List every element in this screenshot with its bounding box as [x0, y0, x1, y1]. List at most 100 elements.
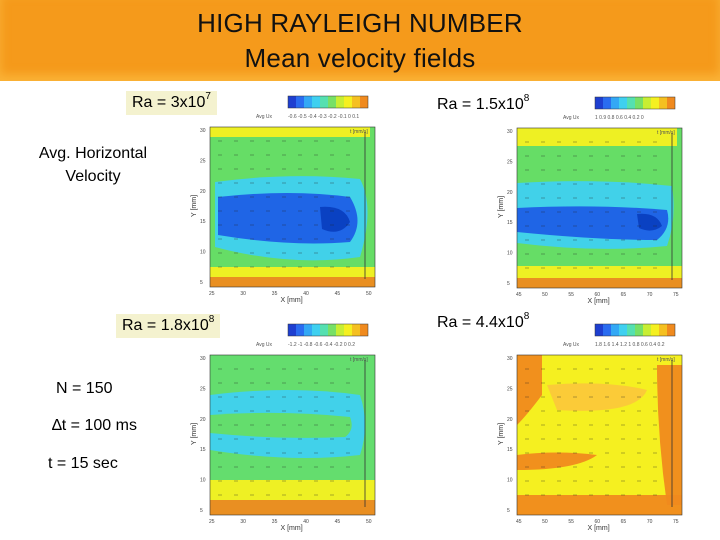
- velocity-field-panel-3: Avg Ux -1.2 -1 -0.8 -0.6 -0.4 -0.2 0 0.2 t…: [188, 323, 413, 533]
- y-tick-label: 5: [200, 508, 203, 514]
- colorbar-swatch: [611, 97, 619, 109]
- colorbar-swatch: [320, 324, 328, 336]
- colorbar-label: Avg Ux: [256, 342, 273, 348]
- y-tick-label: 20: [200, 417, 206, 423]
- sample-count: N = 150: [56, 380, 113, 397]
- colorbar-swatch: [328, 324, 336, 336]
- y-tick-label: 25: [200, 158, 206, 164]
- field-frame: [209, 126, 376, 288]
- x-tick-label: 75: [673, 292, 679, 298]
- ra-label-panel-4: Ra = 4.4x108: [437, 310, 530, 331]
- y-tick-label: 25: [200, 386, 206, 392]
- colorbar-swatch: [344, 96, 352, 108]
- arrow-scale-label: t [mm/s]: [350, 129, 368, 135]
- colorbar-frame: [287, 323, 369, 337]
- colorbar-swatch: [619, 97, 627, 109]
- colorbar-swatch: [611, 324, 619, 336]
- x-tick-label: 40: [303, 519, 309, 525]
- colorbar-label: Avg Ux: [563, 115, 580, 121]
- y-tick-label: 10: [507, 478, 513, 484]
- colorbar-swatch: [352, 324, 360, 336]
- colorbar-swatch: [667, 97, 675, 109]
- ra-label-panel-3: Ra = 1.8x108: [116, 314, 221, 338]
- colorbar-swatch: [627, 324, 635, 336]
- colorbar-swatch: [651, 324, 659, 336]
- colorbar-swatch: [352, 96, 360, 108]
- field-contour: [657, 365, 682, 505]
- x-tick-label: 45: [335, 291, 341, 297]
- colorbar-swatch: [595, 324, 603, 336]
- total-time: t = 15 sec: [48, 455, 118, 472]
- x-tick-label: 75: [673, 519, 679, 525]
- y-tick-label: 30: [507, 356, 513, 362]
- y-tick-label: 10: [200, 478, 206, 484]
- y-axis-label: Y [mm]: [191, 423, 198, 445]
- field-contour: [517, 266, 682, 278]
- colorbar-swatch: [635, 324, 643, 336]
- field-contour: [320, 206, 350, 232]
- x-tick-label: 45: [516, 292, 522, 298]
- x-tick-label: 30: [240, 519, 246, 525]
- colorbar-swatch: [635, 97, 643, 109]
- field-background: [517, 355, 682, 515]
- colorbar-swatch: [304, 324, 312, 336]
- y-axis-label: Y [mm]: [498, 423, 505, 445]
- ra-label-panel-2: Ra = 1.5x108: [437, 92, 530, 113]
- colorbar-swatch: [360, 324, 368, 336]
- y-tick-label: 25: [507, 159, 513, 165]
- y-tick-label: 25: [507, 386, 513, 392]
- velocity-field: [209, 354, 376, 516]
- arrow-scale-label: t [mm/s]: [657, 357, 675, 363]
- y-tick-label: 15: [200, 219, 206, 225]
- arrow-scale-label: t [mm/s]: [350, 357, 368, 363]
- colorbar-swatch: [312, 96, 320, 108]
- field-contour: [210, 412, 352, 438]
- colorbar-swatch: [288, 324, 296, 336]
- colorbar-swatch: [667, 324, 675, 336]
- slide-title: HIGH RAYLEIGH NUMBER: [197, 8, 523, 38]
- colorbar-label: Avg Ux: [256, 114, 273, 120]
- y-tick-label: 30: [507, 129, 513, 135]
- y-tick-label: 10: [200, 250, 206, 256]
- field-contour: [210, 267, 375, 277]
- x-tick-label: 60: [595, 292, 601, 298]
- field-contour: [210, 480, 375, 500]
- colorbar-swatch: [627, 97, 635, 109]
- y-tick-label: 5: [507, 508, 510, 514]
- colorbar-swatch: [643, 97, 651, 109]
- slide-subtitle: Mean velocity fields: [244, 43, 476, 73]
- colorbar-swatch: [328, 96, 336, 108]
- field-frame: [516, 127, 683, 289]
- x-axis-label: X [mm]: [281, 525, 303, 532]
- colorbar-swatch: [651, 97, 659, 109]
- x-tick-label: 25: [209, 291, 215, 297]
- x-tick-label: 55: [568, 292, 574, 298]
- field-contour: [517, 206, 669, 240]
- colorbar-swatch: [296, 324, 304, 336]
- y-axis-label: Y [mm]: [191, 195, 198, 217]
- velocity-caption: Avg. Horizontal Velocity: [38, 145, 148, 186]
- x-tick-label: 65: [621, 519, 627, 525]
- colorbar-swatch: [336, 324, 344, 336]
- x-tick-label: 70: [647, 519, 653, 525]
- colorbar-swatch: [659, 324, 667, 336]
- colorbar-frame: [594, 96, 676, 110]
- x-tick-label: 50: [542, 519, 548, 525]
- velocity-field: [209, 126, 376, 288]
- y-tick-label: 5: [507, 281, 510, 287]
- colorbar-swatch: [320, 96, 328, 108]
- x-tick-label: 65: [621, 292, 627, 298]
- colorbar-swatch: [336, 96, 344, 108]
- colorbar-swatch: [643, 324, 651, 336]
- field-frame: [209, 354, 376, 516]
- x-tick-label: 50: [366, 519, 372, 525]
- colorbar-ticks: -0.6 -0.5 -0.4 -0.3 -0.2 -0.1 0 0.1: [288, 114, 359, 120]
- time-step: ∆t = 100 ms: [52, 417, 137, 434]
- y-tick-label: 30: [200, 128, 206, 134]
- x-tick-label: 45: [335, 519, 341, 525]
- field-contour: [210, 127, 370, 137]
- colorbar-swatch: [304, 96, 312, 108]
- velocity-field: [516, 127, 683, 289]
- colorbar-ticks: 1.8 1.6 1.4 1.2 1 0.8 0.6 0.4 0.2: [595, 342, 665, 348]
- x-tick-label: 45: [516, 519, 522, 525]
